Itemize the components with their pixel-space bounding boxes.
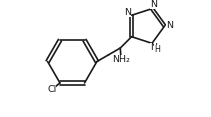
Text: NH₂: NH₂ bbox=[112, 55, 130, 64]
Text: N: N bbox=[150, 43, 157, 52]
Text: N: N bbox=[150, 0, 157, 9]
Text: Cl: Cl bbox=[47, 85, 56, 94]
Text: N: N bbox=[166, 22, 173, 31]
Text: N: N bbox=[124, 8, 131, 17]
Text: H: H bbox=[154, 45, 160, 54]
